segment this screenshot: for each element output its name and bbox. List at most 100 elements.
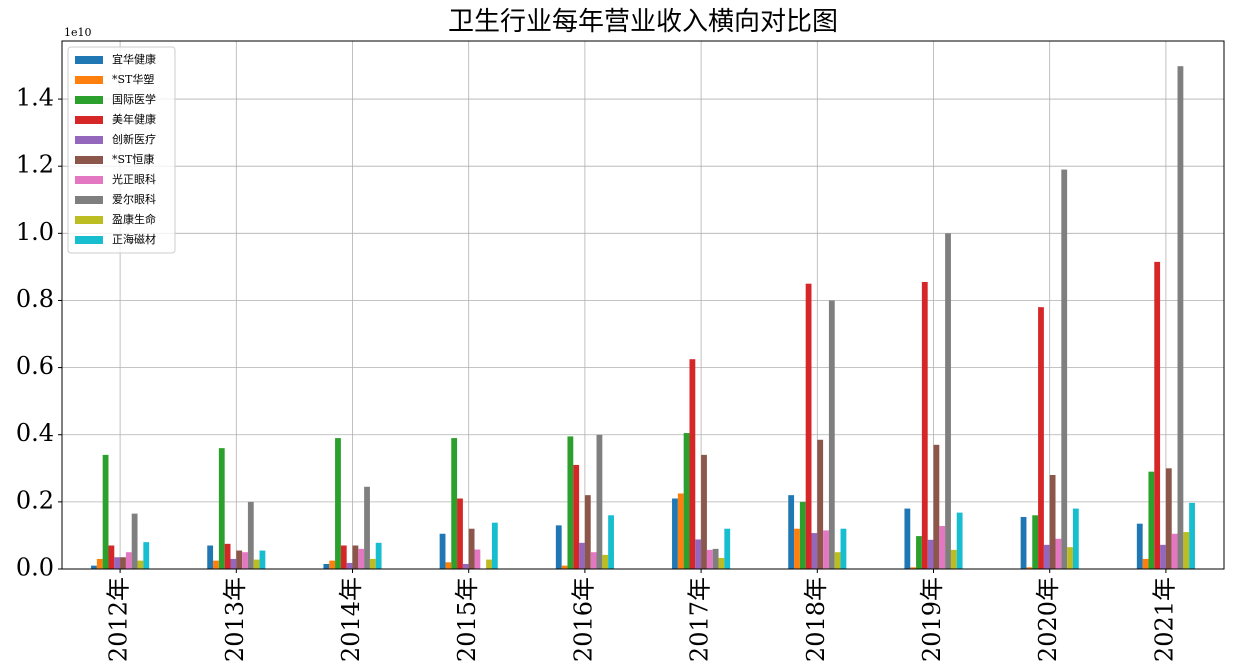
x-tick-label: 2015年 — [453, 577, 481, 662]
bar — [1189, 502, 1195, 569]
bar — [805, 283, 812, 569]
bar — [323, 563, 330, 569]
bar — [840, 528, 847, 569]
x-tick-label: 2019年 — [918, 577, 946, 662]
bar — [486, 559, 492, 569]
bar — [1055, 538, 1062, 569]
bar — [335, 438, 341, 569]
bar — [329, 560, 336, 569]
bar — [579, 542, 585, 569]
bar — [230, 558, 237, 569]
bar — [1142, 558, 1149, 569]
legend-swatch — [75, 176, 103, 184]
bar — [114, 557, 121, 569]
bar — [677, 493, 684, 569]
bar — [1020, 516, 1027, 569]
bar — [1154, 261, 1161, 569]
bar — [462, 563, 469, 569]
bar — [346, 562, 353, 569]
bar — [468, 528, 475, 569]
bar — [945, 233, 951, 569]
bar — [224, 543, 231, 569]
bar — [584, 495, 591, 569]
legend-swatch — [75, 96, 103, 104]
bar — [364, 486, 370, 569]
bar — [823, 530, 829, 569]
bar — [799, 501, 806, 569]
bar — [1067, 547, 1073, 569]
y-tick-label: 0.0 — [16, 554, 54, 582]
bar — [125, 552, 132, 569]
x-tick-label: 2012年 — [105, 577, 133, 662]
x-tick-label: 2021年 — [1150, 577, 1178, 662]
legend-swatch — [75, 116, 103, 124]
bar — [596, 434, 603, 569]
bar — [602, 554, 609, 569]
legend-label: 盈康生命 — [112, 212, 156, 226]
bar — [712, 548, 719, 569]
bar — [137, 560, 144, 569]
bar — [143, 542, 150, 569]
bar — [445, 562, 452, 569]
bar — [1183, 532, 1190, 569]
legend-label: *ST恒康 — [112, 152, 154, 166]
legend-swatch — [75, 156, 103, 164]
x-tick-label: 2020年 — [1034, 577, 1062, 662]
bar — [91, 565, 97, 569]
bar — [916, 536, 922, 569]
bar — [608, 515, 614, 569]
y-tick-label: 0.6 — [16, 352, 54, 380]
bar — [1160, 544, 1166, 569]
bar — [1049, 475, 1056, 569]
x-tick-label: 2013年 — [221, 577, 249, 662]
bar — [358, 548, 365, 569]
bar — [555, 525, 562, 569]
y-tick-label: 1.2 — [16, 151, 54, 179]
bar — [375, 542, 382, 569]
legend-label: 创新医疗 — [112, 132, 156, 146]
bar — [1038, 307, 1044, 569]
chart-title: 卫生行业每年营业收入横向对比图 — [448, 7, 838, 37]
bar — [253, 559, 260, 569]
bar — [213, 560, 219, 569]
bar — [352, 545, 359, 569]
legend-label: 美年健康 — [112, 112, 156, 126]
legend-swatch — [75, 56, 103, 64]
bar — [788, 495, 795, 569]
bar — [695, 539, 702, 569]
bar — [1061, 169, 1068, 569]
bar — [102, 454, 109, 569]
bar — [108, 545, 115, 569]
legend-label: 宜华健康 — [112, 52, 156, 66]
y-tick-label: 0.4 — [16, 419, 54, 447]
bar — [1072, 508, 1079, 569]
bar — [567, 436, 574, 569]
y-tick-label: 0.8 — [16, 285, 54, 313]
bar — [904, 508, 911, 569]
bar — [242, 552, 248, 569]
legend-swatch — [75, 236, 103, 244]
bar — [1148, 471, 1155, 569]
bar — [701, 454, 707, 569]
bar — [689, 359, 696, 569]
bar — [491, 522, 498, 569]
bar — [369, 558, 376, 569]
bar — [207, 545, 214, 569]
bar — [933, 444, 940, 569]
y-tick-label: 1.0 — [16, 218, 54, 246]
legend-label: 正海磁材 — [112, 232, 156, 246]
legend-swatch — [75, 136, 103, 144]
bar — [672, 498, 678, 569]
legend-label: 光正眼科 — [112, 172, 156, 186]
bar — [1032, 515, 1039, 569]
bar — [956, 512, 963, 569]
y-offset-label: 1e10 — [64, 26, 92, 39]
bar — [1136, 523, 1143, 569]
bar — [1026, 567, 1033, 569]
bar — [718, 557, 725, 569]
y-tick-label: 0.2 — [16, 486, 54, 514]
bar — [921, 282, 928, 569]
legend-label: 爱尔眼科 — [112, 192, 156, 206]
